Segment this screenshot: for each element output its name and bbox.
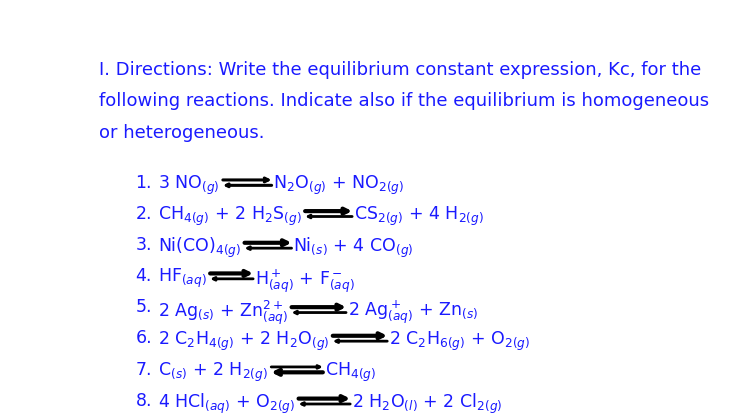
Text: 6.: 6. [135,330,152,347]
Text: following reactions. Indicate also if the equilibrium is homogeneous: following reactions. Indicate also if th… [99,93,710,111]
Text: C$_{(s)}$ + 2 H$_{2(g)}$: C$_{(s)}$ + 2 H$_{2(g)}$ [158,361,269,384]
Text: Ni$_{(s)}$ + 4 CO$_{(g)}$: Ni$_{(s)}$ + 4 CO$_{(g)}$ [293,236,414,260]
Text: N$_2$O$_{(g)}$ + NO$_{2(g)}$: N$_2$O$_{(g)}$ + NO$_{2(g)}$ [273,173,405,197]
Text: 2 Ag$^+_{(aq)}$ + Zn$_{(s)}$: 2 Ag$^+_{(aq)}$ + Zn$_{(s)}$ [348,298,478,326]
Text: 3 NO$_{(g)}$: 3 NO$_{(g)}$ [158,173,220,197]
Text: 2 Ag$_{(s)}$ + Zn$^{2+}_{(aq)}$: 2 Ag$_{(s)}$ + Zn$^{2+}_{(aq)}$ [158,298,289,327]
Text: 7.: 7. [135,361,152,379]
Text: or heterogeneous.: or heterogeneous. [99,124,265,142]
Text: 2 H$_2$O$_{(l)}$ + 2 Cl$_{2(g)}$: 2 H$_2$O$_{(l)}$ + 2 Cl$_{2(g)}$ [352,392,502,413]
Text: HF$_{(aq)}$: HF$_{(aq)}$ [158,267,207,290]
Text: 2.: 2. [135,205,152,223]
Text: 2 C$_2$H$_{6(g)}$ + O$_{2(g)}$: 2 C$_2$H$_{6(g)}$ + O$_{2(g)}$ [389,330,530,353]
Text: 8.: 8. [135,392,152,410]
Text: 1.: 1. [135,173,152,192]
Text: 5.: 5. [135,298,152,316]
Text: 4.: 4. [135,267,152,285]
Text: CS$_{2(g)}$ + 4 H$_{2(g)}$: CS$_{2(g)}$ + 4 H$_{2(g)}$ [354,205,484,228]
Text: H$^+_{(aq)}$ + F$^-_{(aq)}$: H$^+_{(aq)}$ + F$^-_{(aq)}$ [255,267,354,294]
Text: I. Directions: Write the equilibrium constant expression, Kc, for the: I. Directions: Write the equilibrium con… [99,61,702,79]
Text: CH$_{4(g)}$: CH$_{4(g)}$ [325,361,376,384]
Text: CH$_{4(g)}$ + 2 H$_2$S$_{(g)}$: CH$_{4(g)}$ + 2 H$_2$S$_{(g)}$ [158,205,302,228]
Text: Ni(CO)$_{4(g)}$: Ni(CO)$_{4(g)}$ [158,236,242,260]
Text: 3.: 3. [135,236,152,254]
Text: 2 C$_2$H$_{4(g)}$ + 2 H$_2$O$_{(g)}$: 2 C$_2$H$_{4(g)}$ + 2 H$_2$O$_{(g)}$ [158,330,330,353]
Text: 4 HCl$_{(aq)}$ + O$_{2(g)}$: 4 HCl$_{(aq)}$ + O$_{2(g)}$ [158,392,296,413]
